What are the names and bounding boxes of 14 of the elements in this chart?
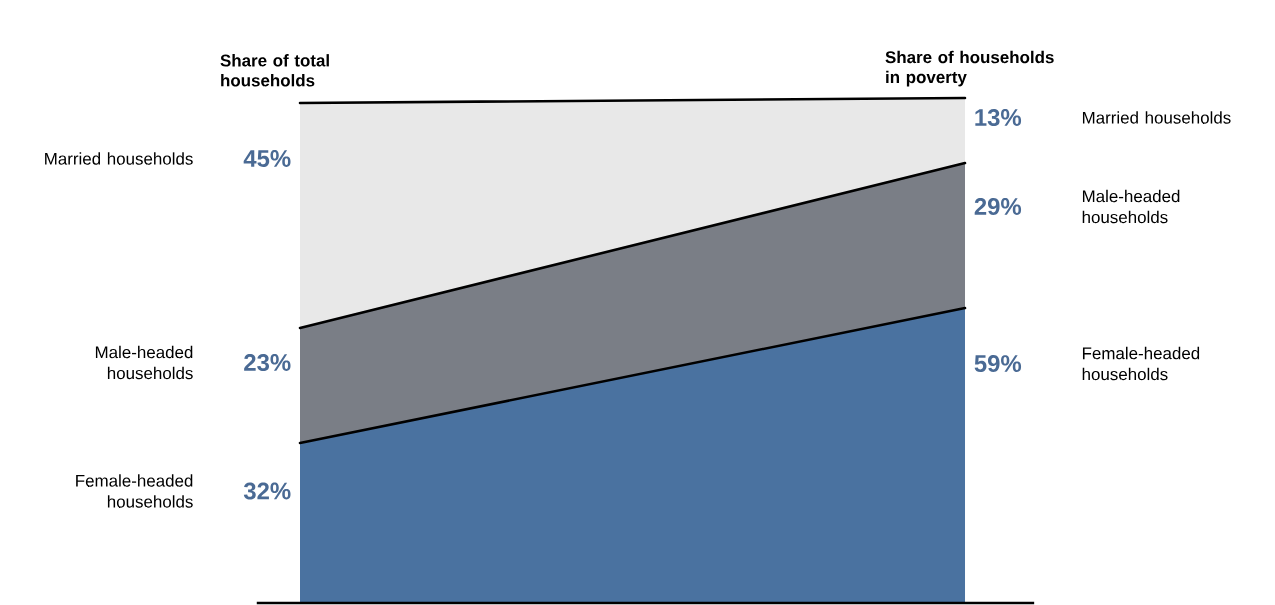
data-label: 23% — [244, 354, 291, 371]
text: Married households — [1082, 111, 1231, 124]
text: Male-headed households — [95, 345, 193, 380]
data-label: 59% — [974, 355, 1022, 373]
text: Female-headed households — [76, 474, 193, 508]
text: Married households — [45, 152, 193, 165]
data-label: 29% — [974, 198, 1022, 215]
data-label: 45% — [243, 150, 291, 167]
x-tick-label: Share of total households — [220, 54, 329, 87]
data-label: 13% — [975, 109, 1022, 126]
x-tick-label: Share of households in poverty — [885, 50, 1054, 87]
data-label: 32% — [243, 482, 291, 500]
text: Male-headed households — [1082, 189, 1180, 224]
text: Female-headed households — [1082, 346, 1200, 381]
